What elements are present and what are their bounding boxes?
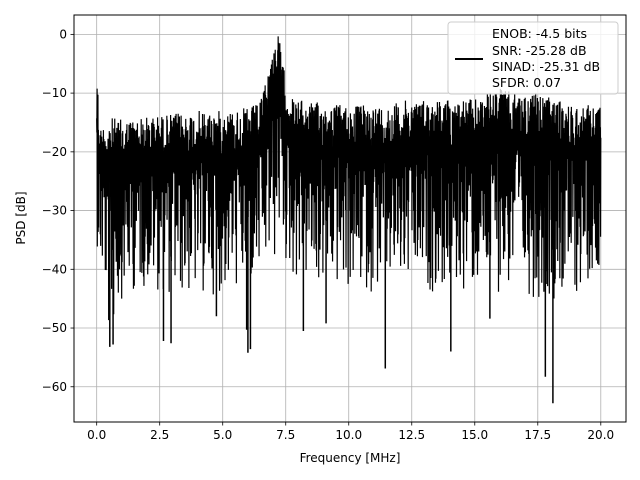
- y-tick-label: −60: [42, 380, 67, 394]
- legend-line-enob: ENOB: -4.5 bits: [492, 26, 587, 41]
- legend-line-sinad: SINAD: -25.31 dB: [492, 59, 600, 74]
- y-axis-label: PSD [dB]: [14, 191, 28, 244]
- x-tick-label: 0.0: [87, 428, 106, 442]
- x-tick-label: 7.5: [276, 428, 295, 442]
- x-tick-label: 2.5: [150, 428, 169, 442]
- legend-line-snr: SNR: -25.28 dB: [492, 43, 587, 58]
- plot-frame: [73, 14, 627, 423]
- legend: ENOB: -4.5 bits SNR: -25.28 dB SINAD: -2…: [447, 21, 619, 95]
- y-tick-label: −10: [42, 86, 67, 100]
- y-axis: 0 −10 −20 −30 −40 −50 −60: [42, 27, 74, 394]
- x-tick-label: 15.0: [461, 428, 488, 442]
- x-tick-label: 10.0: [335, 428, 362, 442]
- legend-line-sfdr: SFDR: 0.07: [492, 75, 561, 90]
- y-tick-label: −40: [42, 262, 67, 276]
- y-tick-label: −30: [42, 204, 67, 218]
- series-psd: [96, 36, 602, 404]
- x-axis: 0.0 2.5 5.0 7.5 10.0 12.5 15.0 17.5 20.0: [87, 422, 614, 442]
- x-tick-label: 20.0: [587, 428, 614, 442]
- x-tick-label: 5.0: [213, 428, 232, 442]
- y-tick-label: 0: [59, 27, 67, 41]
- x-axis-label: Frequency [MHz]: [300, 451, 401, 465]
- psd-trace: [96, 36, 602, 321]
- legend-box: [447, 21, 619, 95]
- x-tick-label: 12.5: [398, 428, 425, 442]
- y-tick-label: −50: [42, 321, 67, 335]
- x-tick-label: 17.5: [524, 428, 551, 442]
- y-tick-label: −20: [42, 145, 67, 159]
